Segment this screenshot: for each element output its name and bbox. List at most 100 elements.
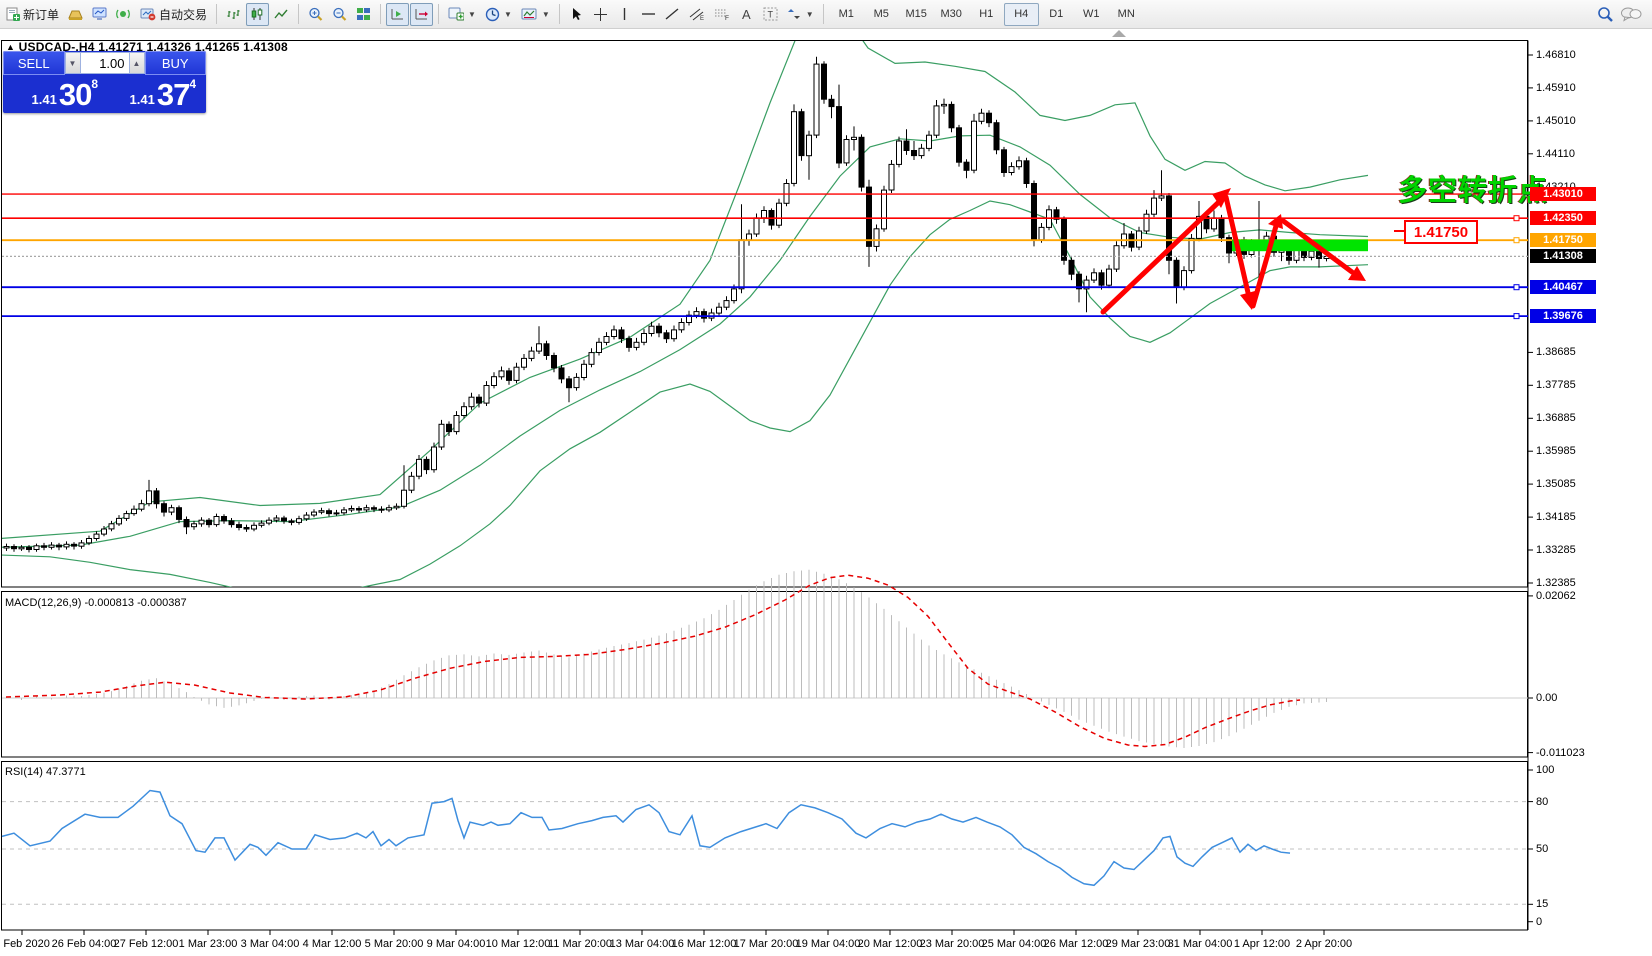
rsi-tick-label: 15 <box>1536 898 1549 911</box>
search-icon[interactable] <box>1597 6 1614 23</box>
line-chart-button[interactable] <box>270 3 293 26</box>
volume-input[interactable]: 1.00 <box>80 52 129 74</box>
svg-text:T: T <box>767 10 773 20</box>
data-window-button[interactable] <box>112 3 135 26</box>
hline-handle[interactable] <box>1513 284 1520 291</box>
time-label: 26 Mar 12:00 <box>1043 938 1109 950</box>
trend-arrow-2[interactable] <box>1223 194 1252 300</box>
callout-dash <box>1394 230 1404 232</box>
hline-handle[interactable] <box>1513 237 1520 244</box>
tile-windows-icon <box>357 8 371 20</box>
period-button[interactable]: ▼ <box>481 3 516 26</box>
symbol-collapse-icon[interactable]: ▲ <box>6 42 16 52</box>
price-tick-label: 1.36885 <box>1536 412 1576 425</box>
buy-price[interactable]: 1.41 37 4 <box>106 75 204 113</box>
bollinger-lower-band <box>2 200 1369 587</box>
bar-chart-button[interactable] <box>222 3 245 26</box>
time-label: 23 Mar 20:00 <box>919 938 985 950</box>
zoom-out-button[interactable] <box>328 3 351 26</box>
price-badge-1.42350: 1.42350 <box>1530 211 1596 226</box>
arrows-icon <box>787 9 800 19</box>
profiles-button[interactable] <box>64 3 87 26</box>
candlestick-chart-button[interactable] <box>246 2 270 26</box>
main-pane <box>1 40 1528 588</box>
chart-shift-button[interactable] <box>410 2 434 26</box>
horizontal-line-button[interactable] <box>637 3 660 26</box>
time-label: 10 Mar 12:00 <box>485 938 551 950</box>
timeframe-W1[interactable]: W1 <box>1082 8 1100 20</box>
sell-button[interactable]: SELL <box>3 51 65 75</box>
horizontal-line-icon <box>641 13 655 15</box>
hline-handle[interactable] <box>1513 215 1520 222</box>
svg-text:E: E <box>700 16 704 21</box>
cursor-button[interactable] <box>565 3 588 26</box>
market-watch-button[interactable] <box>88 3 111 26</box>
text-label-icon: T <box>763 7 778 21</box>
time-label: 1 Apr 12:00 <box>1233 938 1291 950</box>
auto-trading-button[interactable]: 自动交易 <box>136 3 211 26</box>
time-label: 4 Feb 2020 <box>0 938 50 950</box>
macd-label: MACD(12,26,9) -0.000813 -0.000387 <box>5 597 187 609</box>
volume-increase-button[interactable]: ▲ <box>128 52 145 74</box>
text-button[interactable]: A <box>735 3 758 26</box>
price-callout-box[interactable]: 1.41750 <box>1404 220 1478 244</box>
timeframe-MN[interactable]: MN <box>1117 8 1135 20</box>
chart-canvas[interactable] <box>0 29 1652 956</box>
buy-price-big: 37 <box>156 77 190 112</box>
timeframe-H1[interactable]: H1 <box>979 8 994 20</box>
trend-arrow-head[interactable] <box>1268 214 1283 229</box>
trend-arrow-1[interactable] <box>1100 196 1225 315</box>
price-tick-label: 1.35985 <box>1536 445 1576 458</box>
chat-icon[interactable] <box>1620 6 1642 22</box>
scroll-marker-icon[interactable] <box>1112 30 1126 37</box>
turning-point-annotation[interactable]: 多空转折点 <box>1398 175 1549 207</box>
fibonacci-button[interactable]: F <box>710 3 734 26</box>
timeframe-M5[interactable]: M5 <box>873 8 889 20</box>
crosshair-button[interactable] <box>589 3 612 26</box>
tile-windows-button[interactable] <box>352 3 375 26</box>
bollinger-upper-band <box>2 41 1369 539</box>
timeframe-H4[interactable]: H4 <box>1003 2 1039 26</box>
chart-area[interactable]: ▲ USDCAD-,H4 1.41271 1.41326 1.41265 1.4… <box>0 29 1652 956</box>
time-label: 13 Mar 04:00 <box>609 938 675 950</box>
templates-icon <box>521 8 537 20</box>
time-label: 26 Feb 04:00 <box>51 938 117 950</box>
channel-button[interactable]: E <box>685 3 709 26</box>
hline-handle[interactable] <box>1513 313 1520 320</box>
chevron-down-icon: ▼ <box>805 9 814 19</box>
buy-price-pip: 4 <box>189 77 196 91</box>
timeframe-M1[interactable]: M1 <box>838 8 854 20</box>
sell-price[interactable]: 1.41 30 8 <box>5 75 102 113</box>
time-label: 11 Mar 20:00 <box>547 938 613 950</box>
trend-arrow-head[interactable] <box>1212 188 1231 208</box>
trend-arrow-head[interactable] <box>1348 266 1366 281</box>
price-tick-label: 1.34185 <box>1536 511 1576 524</box>
toolbar-separator <box>558 4 560 24</box>
new-chart-button[interactable]: ▼ <box>444 3 480 26</box>
trend-arrow-3[interactable] <box>1250 223 1279 309</box>
time-label: 2 Apr 20:00 <box>1295 938 1353 950</box>
volume-decrease-button[interactable]: ▼ <box>64 52 81 74</box>
line-chart-icon <box>274 9 288 19</box>
highlight-zone[interactable] <box>1232 239 1368 252</box>
trade-panel-row: SELL ▼ 1.00 ▲ BUY <box>3 51 206 75</box>
arrows-button[interactable]: ▼ <box>783 3 818 26</box>
rsi-pane <box>1 761 1528 931</box>
new-order-button[interactable]: 新订单 <box>2 3 63 26</box>
timeframe-M15[interactable]: M15 <box>905 8 927 20</box>
timeframe-M30[interactable]: M30 <box>940 8 962 20</box>
buy-button[interactable]: BUY <box>144 51 206 75</box>
templates-button[interactable]: ▼ <box>517 3 554 26</box>
time-label: 20 Mar 12:00 <box>857 938 923 950</box>
timeframe-D1[interactable]: D1 <box>1049 8 1064 20</box>
auto-scroll-button[interactable] <box>386 2 410 26</box>
rsi-tick-label: 100 <box>1536 764 1555 776</box>
zoom-in-button[interactable] <box>304 3 327 26</box>
time-label: 29 Mar 23:00 <box>1105 938 1171 950</box>
trend-arrow-4[interactable] <box>1279 217 1355 275</box>
text-label-button[interactable]: T <box>759 3 782 26</box>
new-chart-icon <box>448 7 465 21</box>
time-label: 27 Feb 12:00 <box>113 938 179 950</box>
trendline-button[interactable] <box>661 3 684 26</box>
vertical-line-button[interactable] <box>613 3 636 26</box>
